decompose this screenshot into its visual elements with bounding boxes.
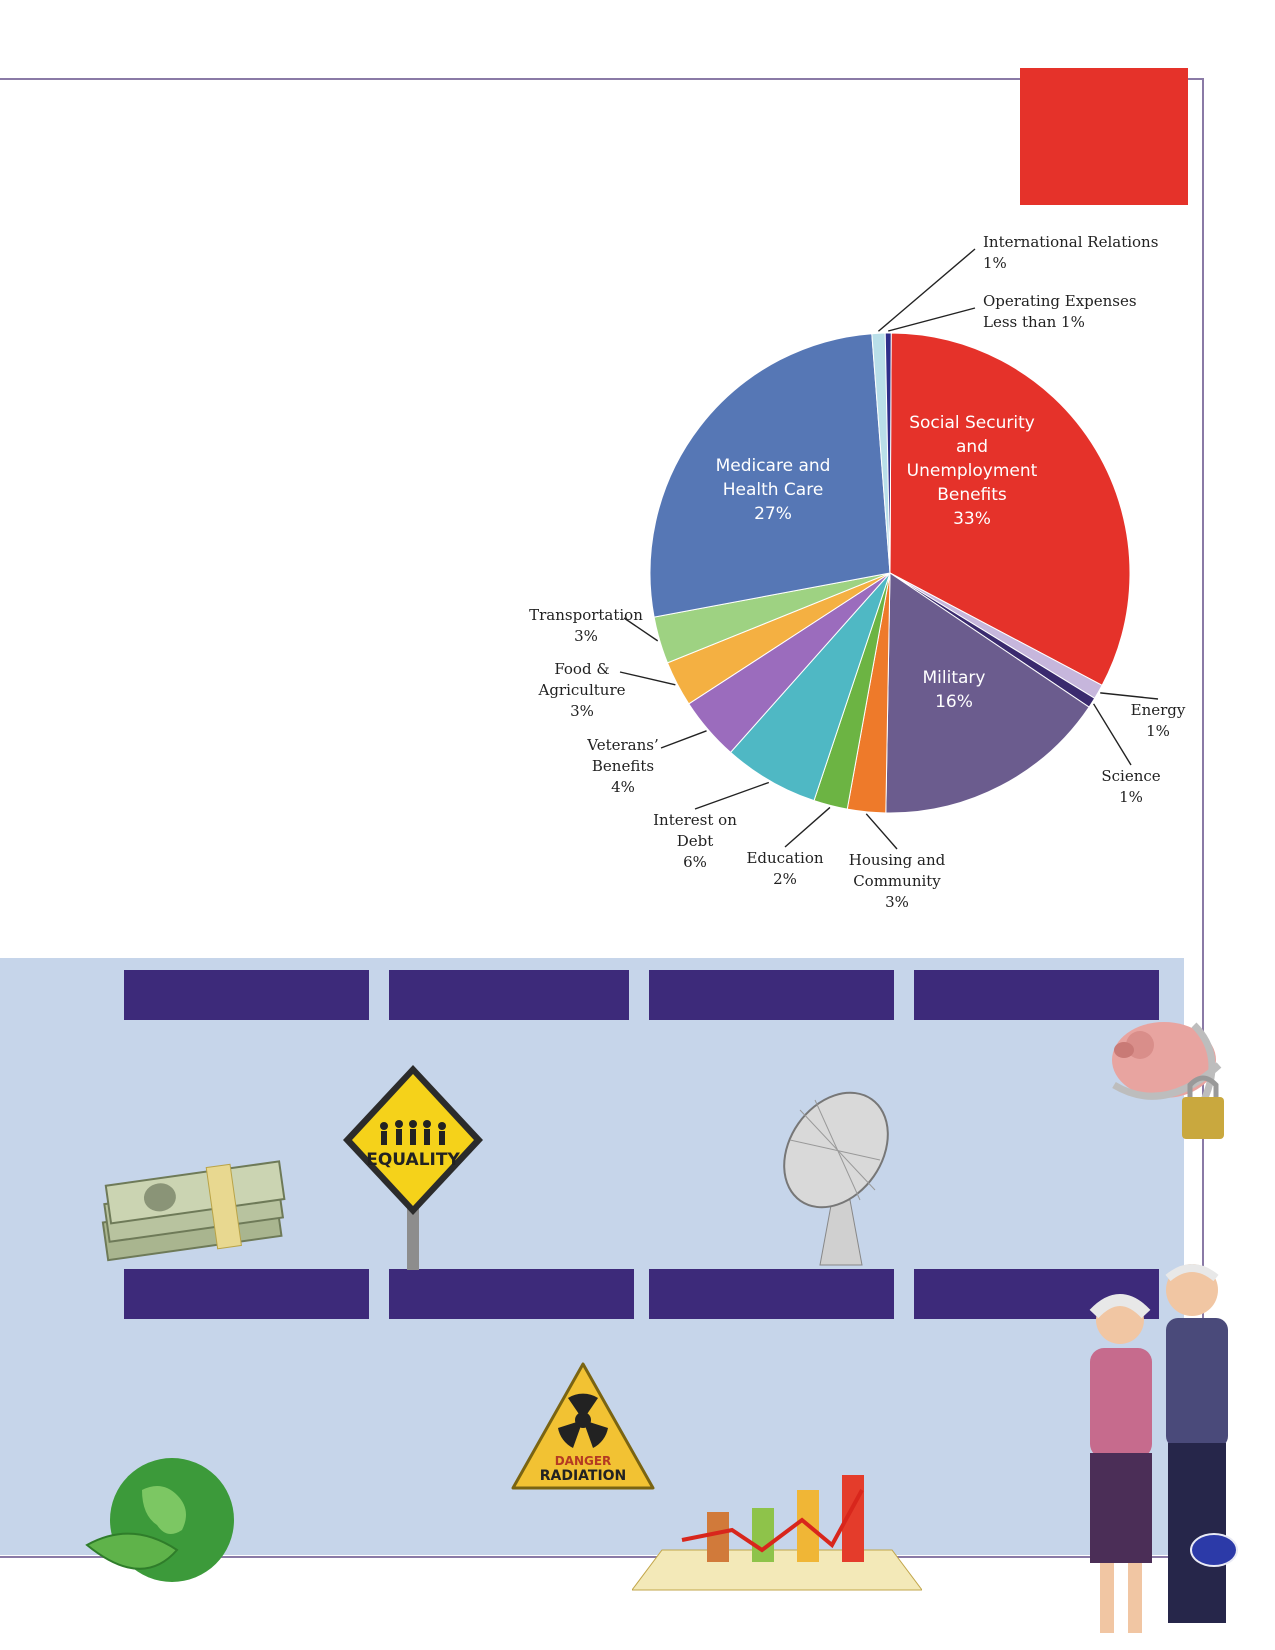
pie-leader-2	[1092, 703, 1132, 766]
equality-sign-icon: EQUALITY	[343, 1065, 483, 1270]
label-bar-1[interactable]	[124, 970, 369, 1020]
label-bar-5[interactable]	[124, 1269, 369, 1319]
radiation-sign-line1: DANGER	[555, 1454, 612, 1468]
growth-chart-icon	[632, 1475, 922, 1591]
label-bar-7[interactable]	[649, 1269, 894, 1319]
equality-sign-text: EQUALITY	[366, 1150, 460, 1170]
chained-piggy-bank-icon	[1112, 1022, 1224, 1139]
green-globe-icon	[85, 1458, 234, 1582]
pie-label-9: Transportation 3%	[529, 606, 643, 645]
page-frame	[0, 78, 1204, 1558]
money-stack-icon	[101, 1160, 286, 1262]
pie-label-2: Science 1%	[1101, 767, 1160, 806]
pie-label-4: Housing and Community 3%	[849, 851, 946, 911]
pie-label-8: Food & Agriculture 3%	[538, 660, 626, 720]
pie-label-7: Veterans’ Benefits 4%	[586, 736, 658, 796]
pie-label-12: Operating Expenses Less than 1%	[983, 292, 1137, 331]
pie-label-10: Medicare and Health Care 27%	[716, 456, 831, 524]
label-bar-6[interactable]	[389, 1269, 634, 1319]
pie-leader-6	[694, 781, 770, 810]
label-bar-2[interactable]	[389, 970, 629, 1020]
pie-slice-12	[884, 332, 892, 574]
radiation-sign-line2: RADIATION	[540, 1468, 627, 1484]
pie-label-5: Education 2%	[746, 849, 823, 888]
pie-leader-9	[623, 617, 659, 642]
pie-leader-1	[1100, 692, 1159, 700]
satellite-dish-icon	[783, 1091, 889, 1266]
pie-leader-7	[660, 730, 707, 749]
radiation-sign-icon: DANGER RADIATION	[511, 1362, 655, 1490]
label-bar-3[interactable]	[649, 970, 894, 1020]
pie-slice-10	[649, 333, 891, 618]
page-number-badge	[1190, 1533, 1238, 1567]
pie-label-1: Energy 1%	[1131, 701, 1186, 740]
pie-label-0: Social Security and Unemployment Benefits 33…	[907, 413, 1038, 529]
pie-leader-5	[784, 806, 831, 848]
pie-leader-12	[888, 307, 976, 332]
pie-slice-0	[889, 332, 1131, 687]
pie-label-11: International Relations 1%	[983, 233, 1158, 272]
label-bar-4[interactable]	[914, 970, 1159, 1020]
pie-label-6: Interest on Debt 6%	[653, 811, 737, 871]
pie-leader-11	[877, 248, 976, 332]
pie-label-3: Military 16%	[923, 668, 986, 712]
pie-chart: Social Security and Unemployment Benefits 33…	[529, 233, 1186, 911]
red-title-box	[1020, 68, 1188, 205]
pie-leader-8	[619, 671, 676, 686]
elderly-couple-icon	[1089, 1264, 1228, 1633]
pie-leader-4	[865, 813, 898, 850]
pie-slice-3	[885, 572, 1090, 814]
